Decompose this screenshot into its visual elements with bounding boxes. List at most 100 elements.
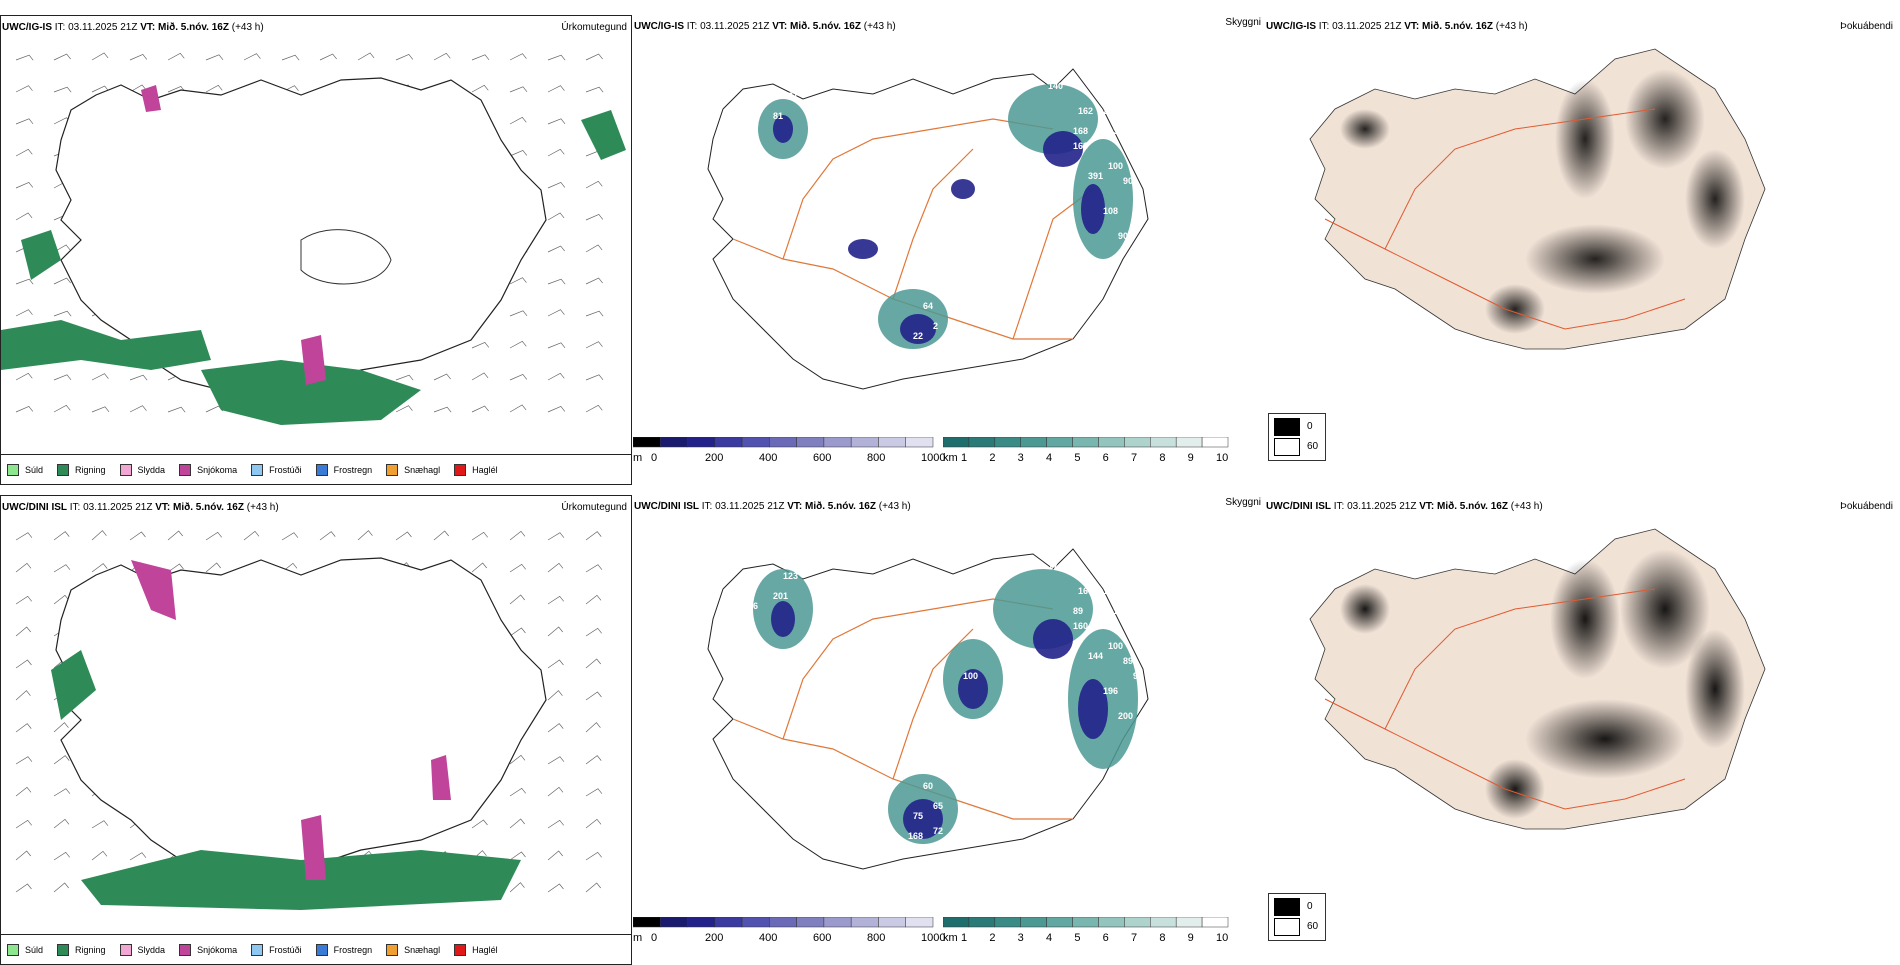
colorbar-tick: 400 <box>759 932 778 944</box>
wind-barb <box>15 819 32 829</box>
colorbar-cell <box>1072 436 1099 448</box>
wind-barb <box>357 530 373 541</box>
cloud-base-label: 201 <box>773 591 788 601</box>
wind-barb <box>509 86 528 93</box>
legend-label: Frostregn <box>333 464 373 475</box>
colorbar-cell <box>1150 916 1177 928</box>
cloud-base-label: 144 <box>933 346 948 356</box>
colorbar-tick: 4 <box>1046 932 1053 944</box>
wind-barb <box>585 594 602 605</box>
wind-barb <box>585 691 602 701</box>
glacier-outline <box>300 229 392 285</box>
wind-barb <box>471 531 488 541</box>
wind-barb <box>585 244 603 253</box>
legend-item: Frostregn <box>315 463 373 476</box>
cloud-base-label: 2 <box>933 321 938 331</box>
wind-barb <box>547 245 565 253</box>
wind-barb <box>509 851 526 861</box>
wind-barb <box>471 372 489 381</box>
cloud-base-label: 765 <box>813 276 828 286</box>
wind-barb <box>53 277 71 285</box>
wind-barb <box>395 374 414 381</box>
legend-item: Frostúði <box>251 463 302 476</box>
wind-barb <box>471 54 490 61</box>
wind-barb <box>509 530 526 541</box>
wind-barb <box>585 341 603 349</box>
wind-barb <box>53 722 69 733</box>
wind-barb <box>547 278 566 285</box>
wind-barb <box>547 54 566 61</box>
colorbar-cell <box>1175 436 1203 448</box>
wind-barb <box>433 373 451 381</box>
cloud-base-label: 68 <box>1088 76 1098 86</box>
colorbar-tick: 3 <box>1017 932 1024 944</box>
wind-barb <box>205 562 221 573</box>
wind-barb <box>433 530 449 541</box>
wind-barb <box>395 405 413 413</box>
colorbar-cell <box>714 436 743 448</box>
wind-barb <box>15 181 34 189</box>
wind-barb <box>15 626 31 637</box>
cloud-base-label: 162 <box>1078 106 1093 116</box>
snow-area <box>301 335 326 385</box>
visibility-colorbar-bottom: km 1 2 3 4 5 6 7 8 9 10 <box>942 916 1233 944</box>
precip-map <box>1 52 626 425</box>
wind-barb <box>91 530 107 541</box>
fog-legend-bottom: 0 60 <box>1268 893 1326 941</box>
wind-barb <box>91 406 110 413</box>
cloud-base-label: 200 <box>1118 711 1133 721</box>
cloud-base-label: 196 <box>1103 686 1118 696</box>
wind-barb <box>91 850 108 861</box>
colorbar-tick: 600 <box>813 452 832 464</box>
colorbar-tick: 9 <box>1187 452 1194 464</box>
road-network <box>1324 588 1686 810</box>
cloud-base-label: 84 <box>1133 191 1143 201</box>
cloud-base-label: 90 <box>1123 176 1133 186</box>
wind-barb <box>547 372 565 381</box>
wind-barb <box>547 819 564 829</box>
colorbar-cell <box>1150 436 1177 448</box>
wind-barb <box>547 562 564 573</box>
legend-item: Haglél <box>454 463 498 476</box>
wind-barb <box>509 627 526 637</box>
fog-shading <box>1340 69 1745 334</box>
rain-area <box>581 110 626 160</box>
colorbar-cell <box>1201 436 1229 448</box>
snow-area <box>141 85 161 112</box>
rain-area <box>81 850 521 910</box>
cloud-base-label: 100 <box>1108 161 1123 171</box>
colorbar-tick: 5 <box>1074 932 1081 944</box>
panel-header: UWC/DINI ISL IT: 03.11.2025 21Z VT: Mið.… <box>2 502 279 513</box>
colorbar-cell <box>1124 436 1151 448</box>
cloud-base-label: 65 <box>933 801 943 811</box>
colorbar-tick: 200 <box>705 452 724 464</box>
fog-shading <box>1340 549 1745 819</box>
colorbar-tick: 800 <box>867 932 886 944</box>
cloud-base-label: 122 <box>1113 606 1128 616</box>
legend-swatch <box>454 463 467 476</box>
wind-barb <box>509 787 526 797</box>
wind-barb <box>281 54 300 61</box>
cloud-base-label: 100 <box>963 671 978 681</box>
colorbar-tick: 4 <box>1046 452 1053 464</box>
colorbar-cell <box>1201 916 1229 928</box>
cloud-base-label: 64 <box>923 301 933 311</box>
wind-barb <box>471 819 488 829</box>
wind-barb <box>53 851 70 861</box>
wind-barb <box>15 756 33 765</box>
fog-indicator-panel-bottom: UWC/DINI ISL IT: 03.11.2025 21Z VT: Mið.… <box>1265 495 1897 965</box>
visibility-colorbar-top: km 1 2 3 4 5 6 7 8 9 10 <box>942 436 1233 464</box>
panel-title: Skyggni <box>1225 497 1261 508</box>
wind-barb <box>53 882 69 893</box>
colorbar-tick: 0 <box>651 932 658 944</box>
wind-barb <box>547 786 564 797</box>
colorbar-cell <box>796 436 825 448</box>
colorbar-tick: 5 <box>1074 452 1081 464</box>
wind-barb <box>15 278 34 285</box>
cloud-base-label: 108 <box>1103 206 1118 216</box>
colorbar-tick: 2 <box>989 932 996 944</box>
cloud-base-label: 145 <box>813 756 828 766</box>
precip-legend: Súld Rigning Slydda Snjókoma Frostúði Frostre… <box>1 934 631 964</box>
